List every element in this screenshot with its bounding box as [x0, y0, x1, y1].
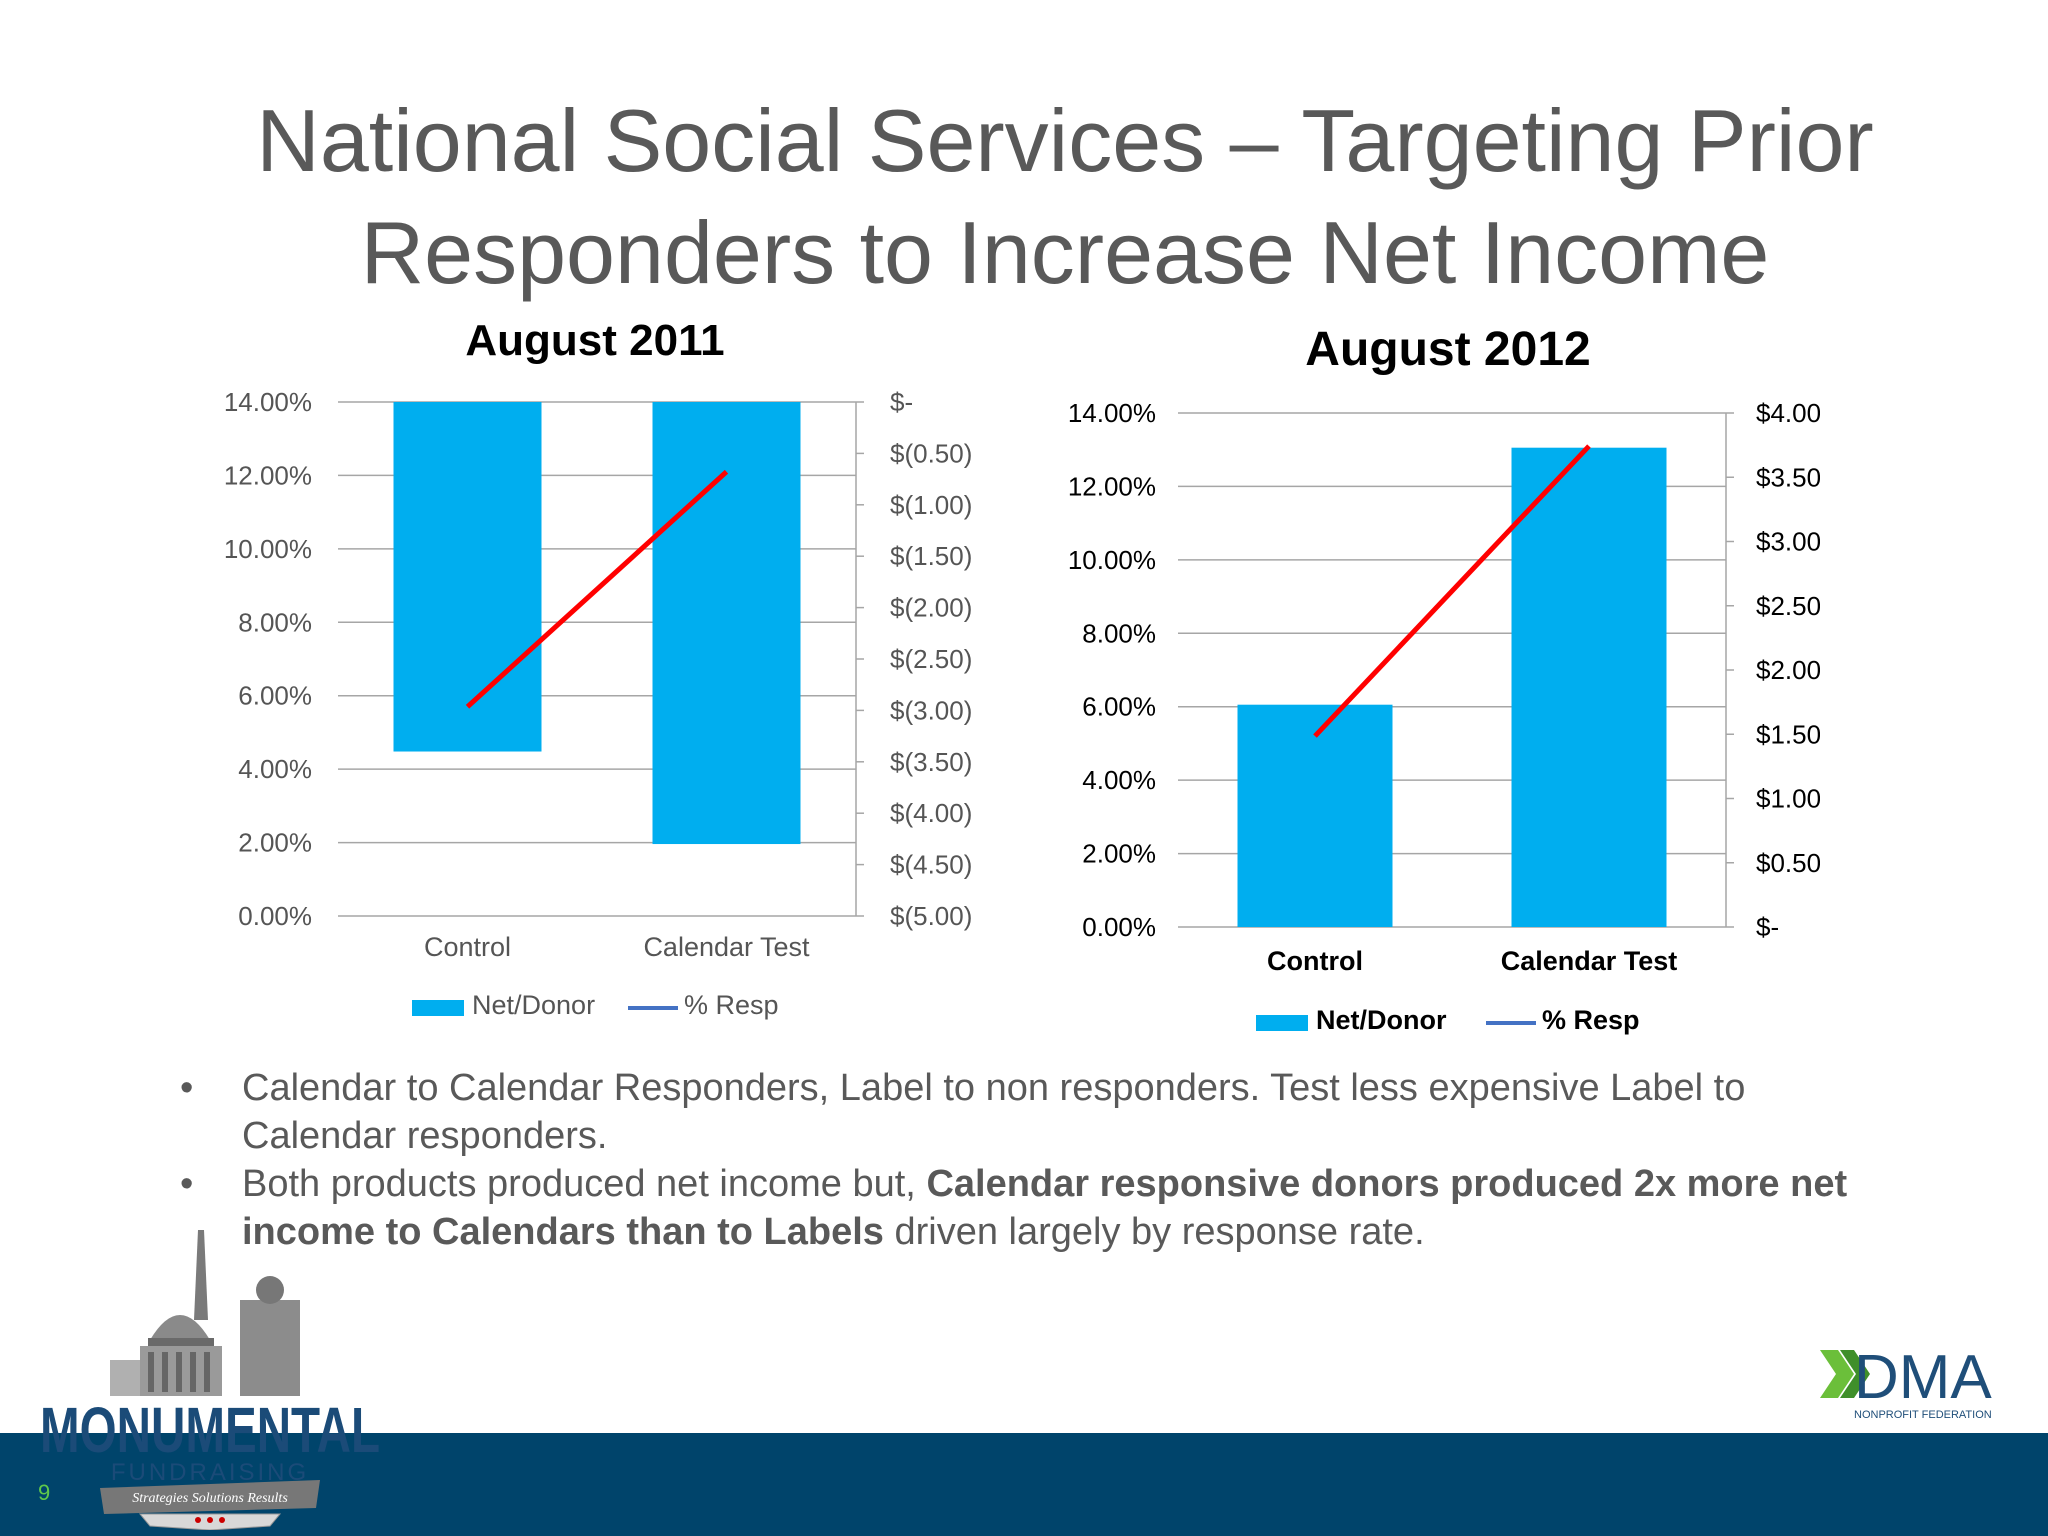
legend-label: % Resp	[1542, 1005, 1640, 1035]
x-category-label: Control	[424, 932, 511, 962]
y-right-tick-label: $(3.00)	[890, 695, 972, 725]
bullet-1-text: Calendar to Calendar Responders, Label t…	[242, 1067, 1746, 1157]
page-number: 9	[38, 1480, 51, 1505]
bar	[1511, 447, 1667, 927]
y-right-tick-label: $-	[890, 387, 913, 417]
legend-swatch-bar	[412, 1000, 464, 1016]
bullet-list: • Calendar to Calendar Responders, Label…	[170, 1064, 1890, 1256]
y-left-tick-label: 10.00%	[1068, 545, 1156, 575]
x-category-label: Calendar Test	[643, 932, 810, 962]
y-left-tick-label: 2.00%	[1082, 839, 1156, 869]
y-right-tick-label: $(0.50)	[890, 438, 972, 468]
y-left-tick-label: 6.00%	[1082, 692, 1156, 722]
y-left-tick-label: 6.00%	[238, 681, 312, 711]
bullet-marker: •	[180, 1163, 194, 1205]
legend-label: Net/Donor	[1316, 1005, 1447, 1035]
bullet-2-bold-text: Calendar responsive donors produced 2x m…	[242, 1163, 1848, 1253]
title-line-2: Responders to Increase Net Income	[360, 203, 1770, 302]
y-right-tick-label: $1.50	[1756, 719, 1820, 749]
y-left-tick-label: 0.00%	[238, 901, 312, 931]
dma-sub-text: NONPROFIT FEDERATION	[1854, 1409, 1992, 1421]
footer-bar	[0, 1433, 2048, 1536]
y-right-tick-label: $(4.00)	[890, 798, 972, 828]
monumental-fundraising-logo: MONUMENTAL FUNDRAISING Strategies Soluti…	[40, 1230, 380, 1530]
y-left-tick-label: 12.00%	[224, 460, 312, 490]
chart-august-2011: August 2011 0.00% 2.00% 4.00% 6.00% 8.00% 10.0…	[224, 316, 973, 1020]
y-right-tick-label: $(1.00)	[890, 490, 972, 520]
chevron-arrows-icon	[1820, 1350, 1870, 1398]
y-right-tick-label: $0.50	[1756, 848, 1820, 878]
legend-label: Net/Donor	[472, 990, 595, 1020]
bullet-2-text-end: driven largely by response rate.	[883, 1211, 1425, 1253]
slide-title: National Social Services – Targeting Pri…	[150, 85, 1980, 309]
logo-sub-text: FUNDRAISING	[111, 1459, 309, 1486]
y-left-tick-label: 4.00%	[1082, 765, 1156, 795]
y-right-tick-label: $2.50	[1756, 591, 1820, 621]
y-right-tick-label: $4.00	[1756, 398, 1820, 428]
legend-label: % Resp	[684, 990, 779, 1020]
y-left-tick-label: 14.00%	[1068, 398, 1156, 428]
chart-title: August 2012	[1305, 323, 1590, 376]
logo-ribbon-text: Strategies Solutions Results	[132, 1491, 288, 1506]
y-right-tick-label: $(2.50)	[890, 644, 972, 674]
capitol-monument-icon	[110, 1230, 300, 1396]
y-right-tick-label: $3.50	[1756, 462, 1820, 492]
y-left-tick-label: 4.00%	[238, 754, 312, 784]
y-right-tick-label: $(5.00)	[890, 901, 972, 931]
resp-line	[1313, 444, 1591, 738]
x-category-label: Calendar Test	[1501, 946, 1678, 976]
y-left-tick-label: 10.00%	[224, 534, 312, 564]
bar	[1237, 704, 1393, 927]
y-right-tick-label: $(1.50)	[890, 541, 972, 571]
logo-brand-text: MONUMENTAL	[40, 1394, 380, 1466]
resp-line	[465, 469, 729, 709]
y-left-tick-label: 8.00%	[1082, 618, 1156, 648]
bullet-item-2: • Both products produced net income but,…	[170, 1160, 1890, 1256]
dma-logo: DMA NONPROFIT FEDERATION	[1820, 1343, 1992, 1421]
y-right-tick-label: $(4.50)	[890, 850, 972, 880]
y-right-tick-label: $(2.00)	[890, 593, 972, 623]
chart-august-2012: August 2012 0.00% 2.00% 4.00% 6.00% 8.00% 10.0…	[1068, 323, 1820, 1035]
y-right-tick-label: $(3.50)	[890, 747, 972, 777]
y-right-tick-label: $1.00	[1756, 784, 1820, 814]
y-right-tick-label: $-	[1756, 912, 1779, 942]
y-right-tick-label: $3.00	[1756, 527, 1820, 557]
y-left-tick-label: 8.00%	[238, 607, 312, 637]
bullet-marker: •	[180, 1067, 194, 1109]
title-line-1: National Social Services – Targeting Pri…	[256, 91, 1874, 190]
x-category-label: Control	[1267, 946, 1363, 976]
y-left-tick-label: 14.00%	[224, 387, 312, 417]
bullet-item-1: • Calendar to Calendar Responders, Label…	[170, 1064, 1890, 1160]
legend-swatch-bar	[1256, 1015, 1308, 1031]
bullet-2-text: Both products produced net income but,	[242, 1163, 927, 1205]
dma-brand-text: DMA	[1854, 1343, 1992, 1412]
bar	[393, 402, 542, 752]
y-left-tick-label: 0.00%	[1082, 912, 1156, 942]
y-left-tick-label: 12.00%	[1068, 471, 1156, 501]
y-right-tick-label: $2.00	[1756, 655, 1820, 685]
y-left-tick-label: 2.00%	[238, 828, 312, 858]
bar	[652, 402, 801, 845]
chart-title: August 2011	[465, 316, 724, 365]
